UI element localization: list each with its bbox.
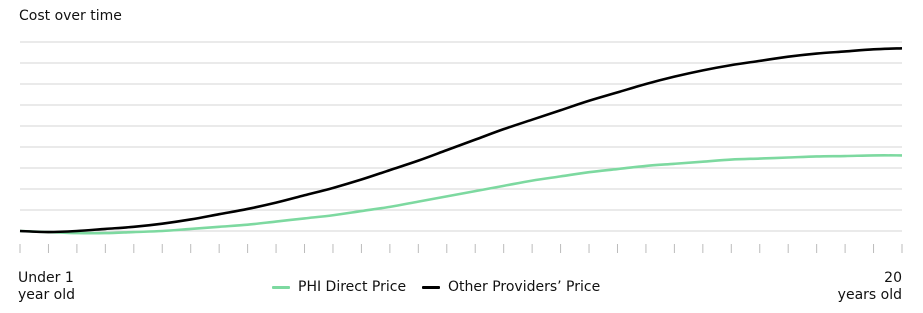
legend-item: PHI Direct Price <box>272 279 406 295</box>
legend-item: Other Providers’ Price <box>422 279 600 295</box>
legend-label: PHI Direct Price <box>298 279 407 295</box>
x-tick-label: 20 years old <box>837 270 902 303</box>
legend-label: Other Providers’ Price <box>448 279 601 295</box>
x-tick-label: Under 1 year old <box>18 270 76 303</box>
legend-swatch <box>272 285 290 289</box>
series-line <box>19 154 903 235</box>
series-line <box>19 47 903 234</box>
chart-title: Cost over time <box>19 8 122 24</box>
legend-swatch <box>422 285 440 289</box>
